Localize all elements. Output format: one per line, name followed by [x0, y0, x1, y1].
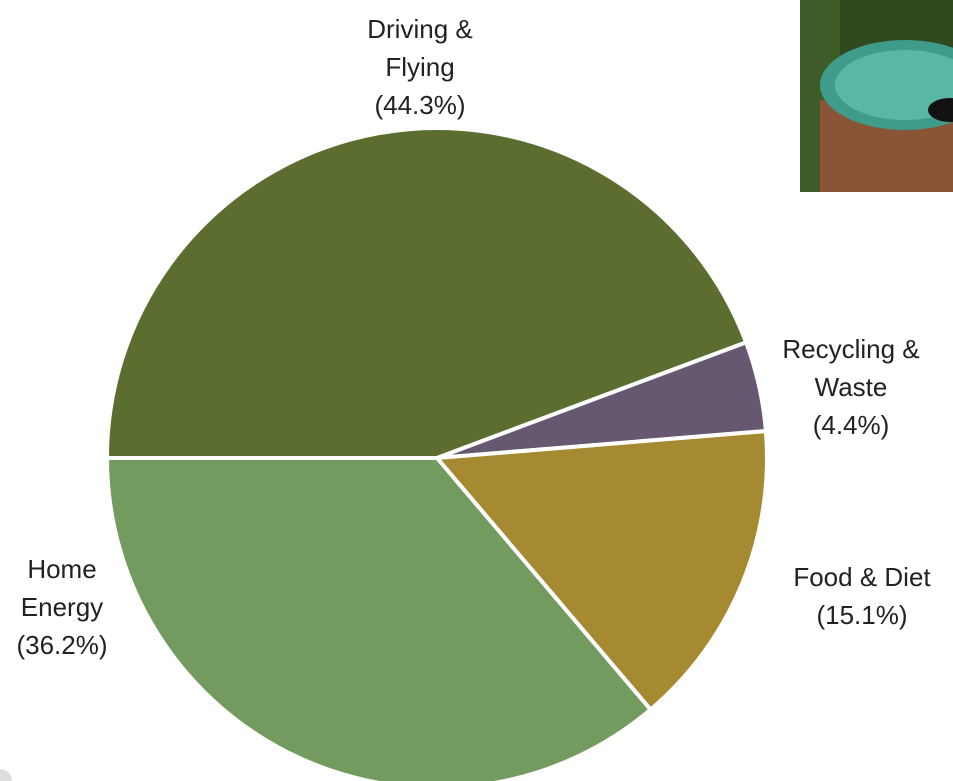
photo	[800, 0, 953, 192]
pie-slice	[105, 126, 749, 460]
slice-name: Food & Diet	[793, 562, 931, 592]
corner-icon	[0, 769, 12, 781]
slice-value: (36.2%)	[16, 630, 108, 660]
slice-name: Driving & Flying	[367, 14, 473, 82]
slice-name: Recycling & Waste	[782, 334, 920, 402]
slice-value: (15.1%)	[816, 600, 908, 630]
slice-label: Recycling & Waste (4.4%)	[781, 330, 921, 444]
pie-slice	[435, 429, 769, 712]
slice-label: Food & Diet (15.1%)	[772, 558, 952, 634]
slice-name: Home Energy	[20, 554, 104, 622]
pie-slice	[105, 456, 653, 781]
slice-label: Driving & Flying (44.3%)	[350, 10, 490, 124]
slice-value: (4.4%)	[812, 410, 890, 440]
slice-value: (44.3%)	[374, 90, 466, 120]
slice-label: Home Energy (36.2%)	[10, 550, 114, 664]
